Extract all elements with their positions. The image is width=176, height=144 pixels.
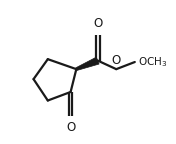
Text: O: O	[93, 17, 102, 30]
Text: O: O	[66, 121, 75, 134]
Text: O: O	[112, 54, 121, 67]
Polygon shape	[76, 57, 99, 70]
Text: OCH$_3$: OCH$_3$	[138, 55, 168, 69]
